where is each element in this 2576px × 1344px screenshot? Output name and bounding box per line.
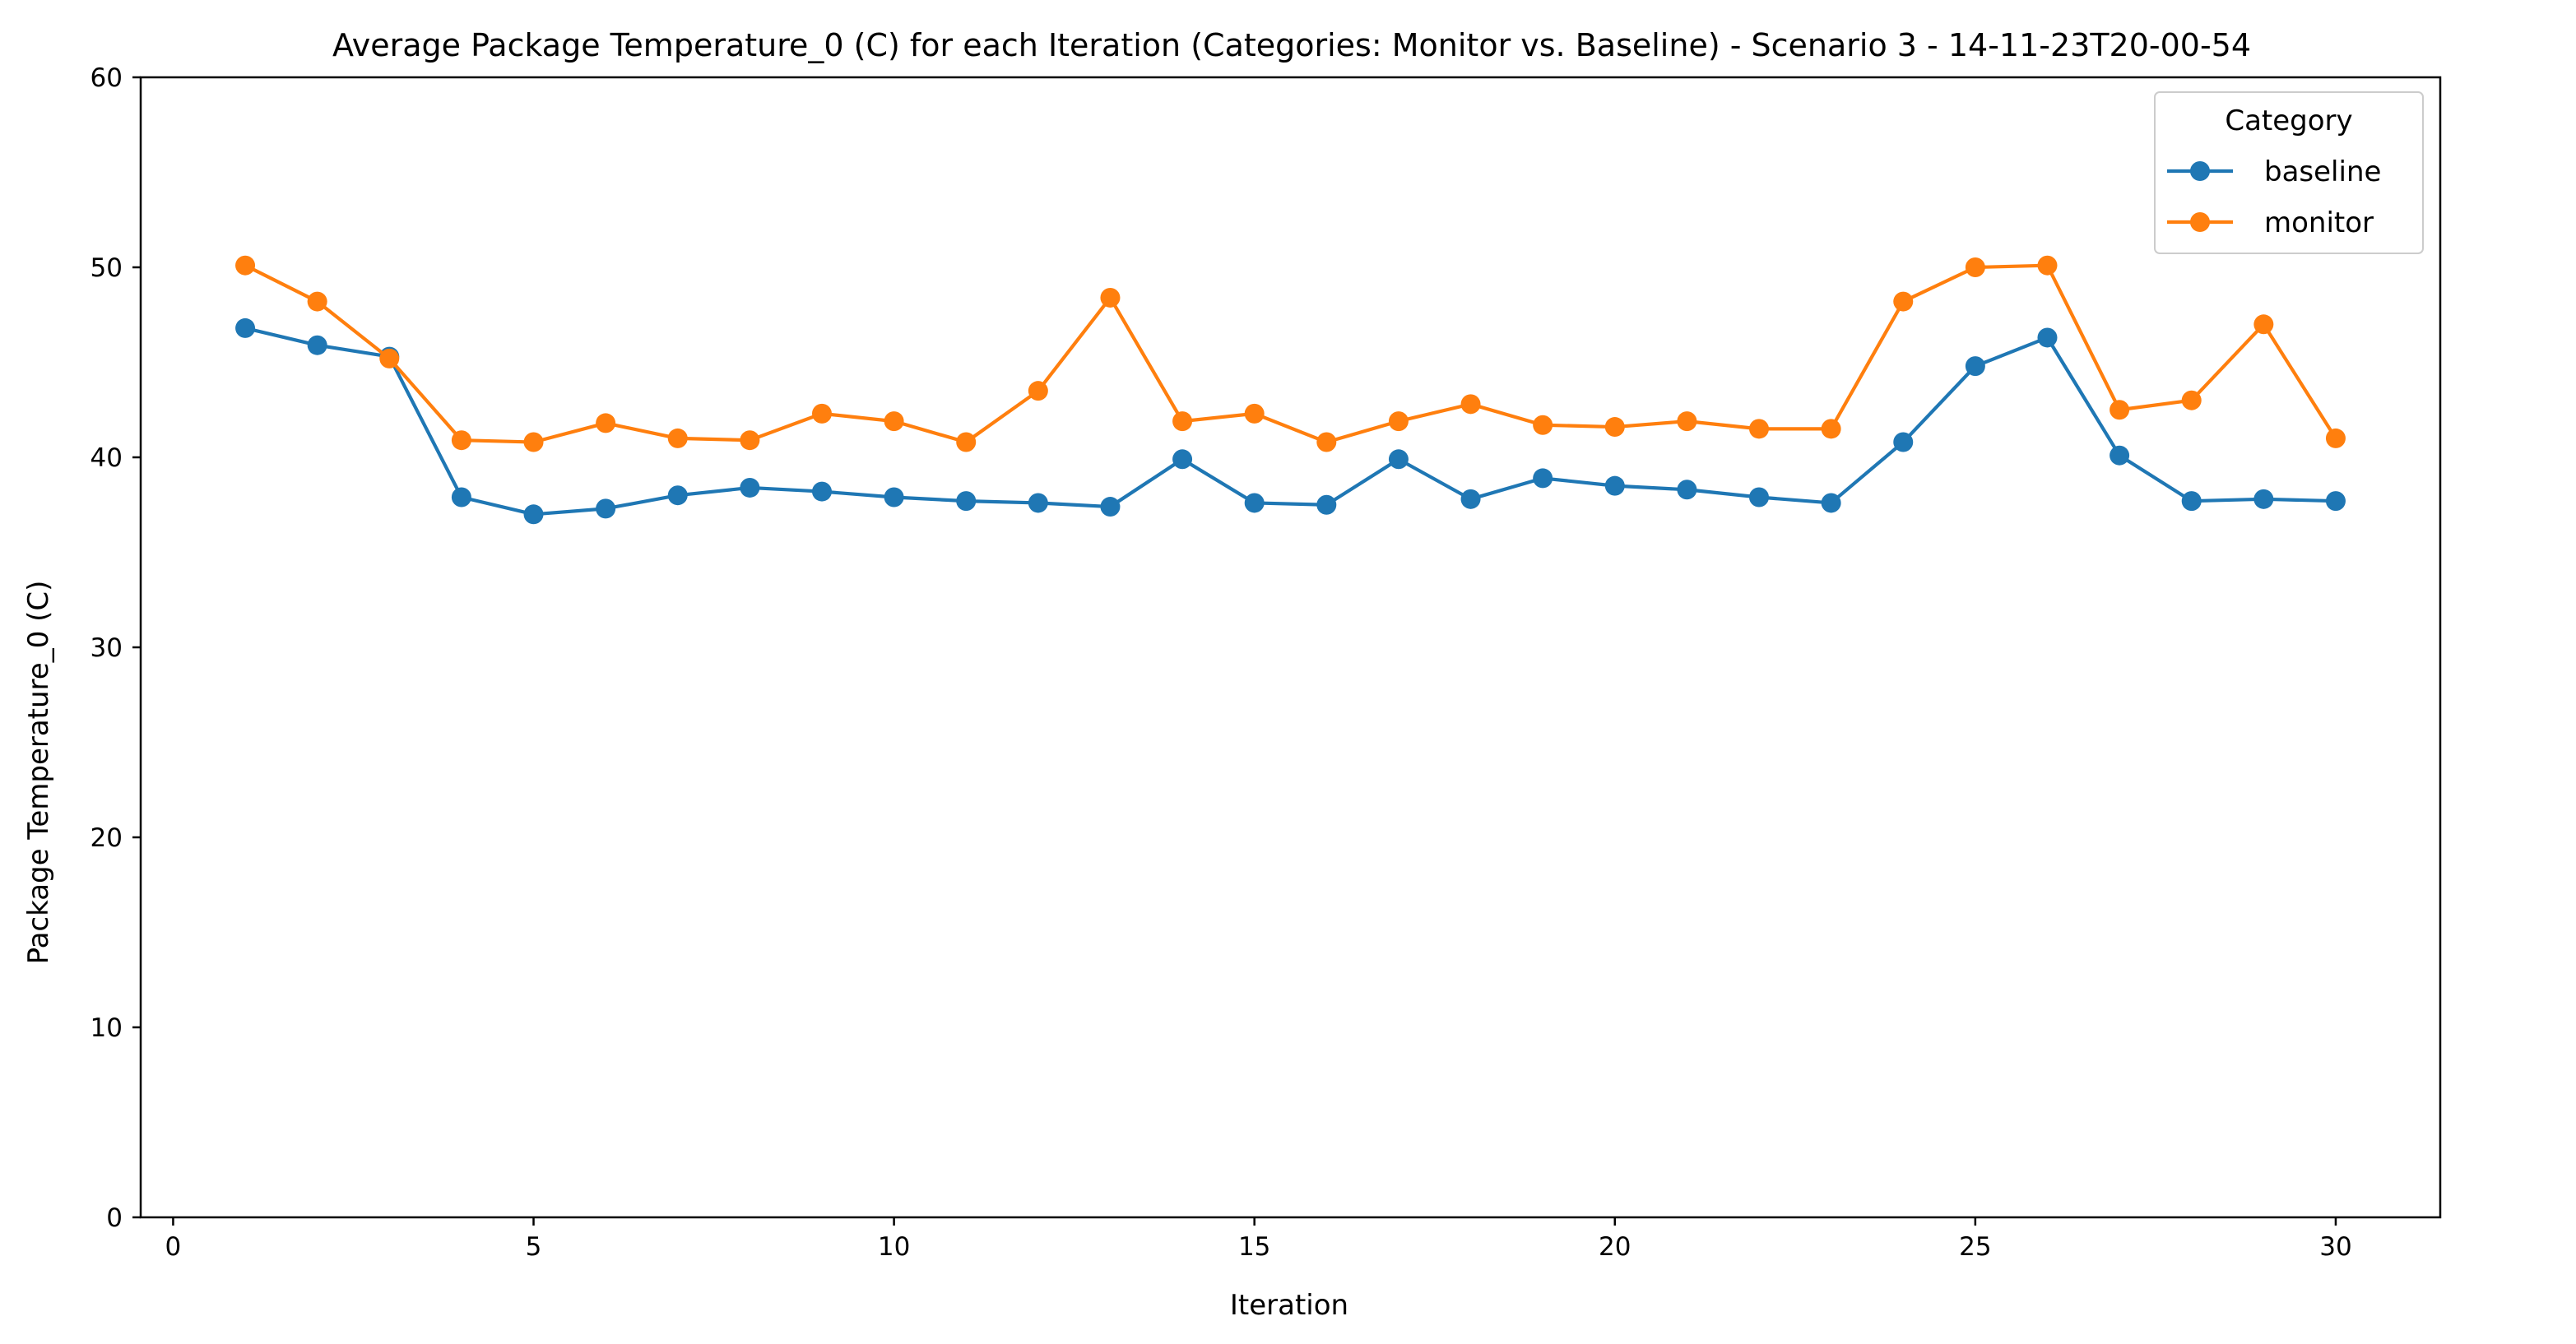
data-point-monitor bbox=[523, 432, 544, 452]
data-point-baseline bbox=[2253, 489, 2274, 509]
series-line-baseline bbox=[243, 326, 2338, 517]
data-point-monitor bbox=[2253, 314, 2274, 335]
data-point-monitor bbox=[1533, 415, 1553, 435]
data-point-monitor bbox=[1821, 419, 1841, 439]
data-point-monitor bbox=[956, 432, 977, 452]
legend-marker-monitor bbox=[2190, 212, 2210, 232]
x-tick-label: 0 bbox=[165, 1232, 182, 1262]
data-point-baseline bbox=[2110, 445, 2130, 466]
plot-area: 0 5 10 15 20 25 30 0 10 20 30 40 50 60 bbox=[91, 63, 2442, 1262]
data-point-monitor bbox=[667, 428, 688, 448]
data-point-baseline bbox=[884, 487, 904, 507]
data-point-baseline bbox=[235, 317, 256, 338]
y-tick-label: 40 bbox=[91, 443, 123, 473]
y-axis-label: Package Temperature_0 (C) bbox=[22, 581, 55, 965]
data-point-baseline bbox=[1604, 475, 1625, 496]
x-tick-label: 25 bbox=[1959, 1232, 1991, 1262]
y-tick-label: 0 bbox=[106, 1203, 123, 1233]
data-point-monitor bbox=[1604, 417, 1625, 438]
data-point-monitor bbox=[2325, 428, 2346, 448]
data-point-baseline bbox=[1028, 493, 1048, 513]
data-point-baseline bbox=[451, 487, 471, 507]
data-point-monitor bbox=[379, 348, 400, 368]
data-point-baseline bbox=[1893, 432, 1914, 452]
data-point-monitor bbox=[596, 413, 616, 433]
data-point-baseline bbox=[1533, 468, 1553, 489]
data-point-monitor bbox=[884, 411, 904, 432]
data-point-baseline bbox=[1749, 487, 1770, 507]
data-point-baseline bbox=[1677, 480, 1697, 500]
data-point-monitor bbox=[1677, 411, 1697, 432]
data-point-baseline bbox=[596, 498, 616, 519]
y-tick-label: 10 bbox=[91, 1013, 123, 1043]
y-tick-label: 50 bbox=[91, 253, 123, 283]
data-point-baseline bbox=[2325, 491, 2346, 512]
data-point-baseline bbox=[1821, 493, 1841, 513]
data-point-monitor bbox=[811, 403, 832, 424]
x-tick-label: 30 bbox=[2319, 1232, 2351, 1262]
legend-entries: baseline monitor bbox=[2167, 155, 2381, 239]
data-point-monitor bbox=[235, 255, 256, 276]
data-point-baseline bbox=[1100, 497, 1121, 517]
data-point-monitor bbox=[1388, 411, 1409, 432]
data-point-baseline bbox=[667, 485, 688, 506]
x-axis-label: Iteration bbox=[1230, 1289, 1348, 1322]
x-tick-label: 10 bbox=[878, 1232, 910, 1262]
data-point-baseline bbox=[1388, 449, 1409, 470]
legend-label-baseline: baseline bbox=[2264, 155, 2381, 188]
data-point-baseline bbox=[1965, 356, 1985, 377]
data-point-monitor bbox=[1244, 403, 1265, 424]
data-point-baseline bbox=[956, 491, 977, 512]
data-point-monitor bbox=[1316, 432, 1337, 452]
data-point-baseline bbox=[1460, 489, 1481, 509]
data-point-monitor bbox=[1460, 394, 1481, 415]
data-point-baseline bbox=[2037, 327, 2058, 348]
x-tick-label: 20 bbox=[1599, 1232, 1631, 1262]
data-point-monitor bbox=[740, 430, 760, 451]
data-point-monitor bbox=[1749, 419, 1770, 439]
data-point-baseline bbox=[523, 504, 544, 525]
legend-frame bbox=[2154, 91, 2424, 254]
y-tick-label: 60 bbox=[91, 63, 123, 93]
data-point-baseline bbox=[1244, 493, 1265, 513]
data-point-monitor bbox=[1028, 381, 1048, 401]
data-point-monitor bbox=[307, 291, 327, 312]
chart-title: Average Package Temperature_0 (C) for ea… bbox=[332, 27, 2251, 63]
data-point-baseline bbox=[1172, 449, 1193, 470]
data-point-monitor bbox=[1893, 291, 1914, 312]
data-point-monitor bbox=[1965, 257, 1985, 277]
data-point-baseline bbox=[307, 335, 327, 355]
legend-marker-baseline bbox=[2190, 161, 2210, 181]
data-point-monitor bbox=[451, 430, 471, 451]
legend-label-monitor: monitor bbox=[2264, 206, 2374, 239]
y-tick-label: 30 bbox=[91, 633, 123, 663]
data-point-baseline bbox=[811, 481, 832, 502]
legend: Category baseline monitor bbox=[2154, 91, 2424, 254]
x-tick-label: 15 bbox=[1238, 1232, 1270, 1262]
data-point-baseline bbox=[740, 477, 760, 498]
data-point-baseline bbox=[2181, 491, 2202, 512]
data-point-monitor bbox=[2181, 390, 2202, 410]
series-line-monitor bbox=[243, 262, 2338, 444]
data-point-baseline bbox=[1316, 494, 1337, 515]
legend-title: Category bbox=[2225, 104, 2352, 137]
y-tick-label: 20 bbox=[91, 823, 123, 853]
data-point-monitor bbox=[1172, 411, 1193, 432]
data-point-monitor bbox=[2110, 400, 2130, 420]
data-point-monitor bbox=[1100, 287, 1121, 308]
x-tick-label: 5 bbox=[526, 1232, 542, 1262]
data-point-monitor bbox=[2037, 255, 2058, 276]
